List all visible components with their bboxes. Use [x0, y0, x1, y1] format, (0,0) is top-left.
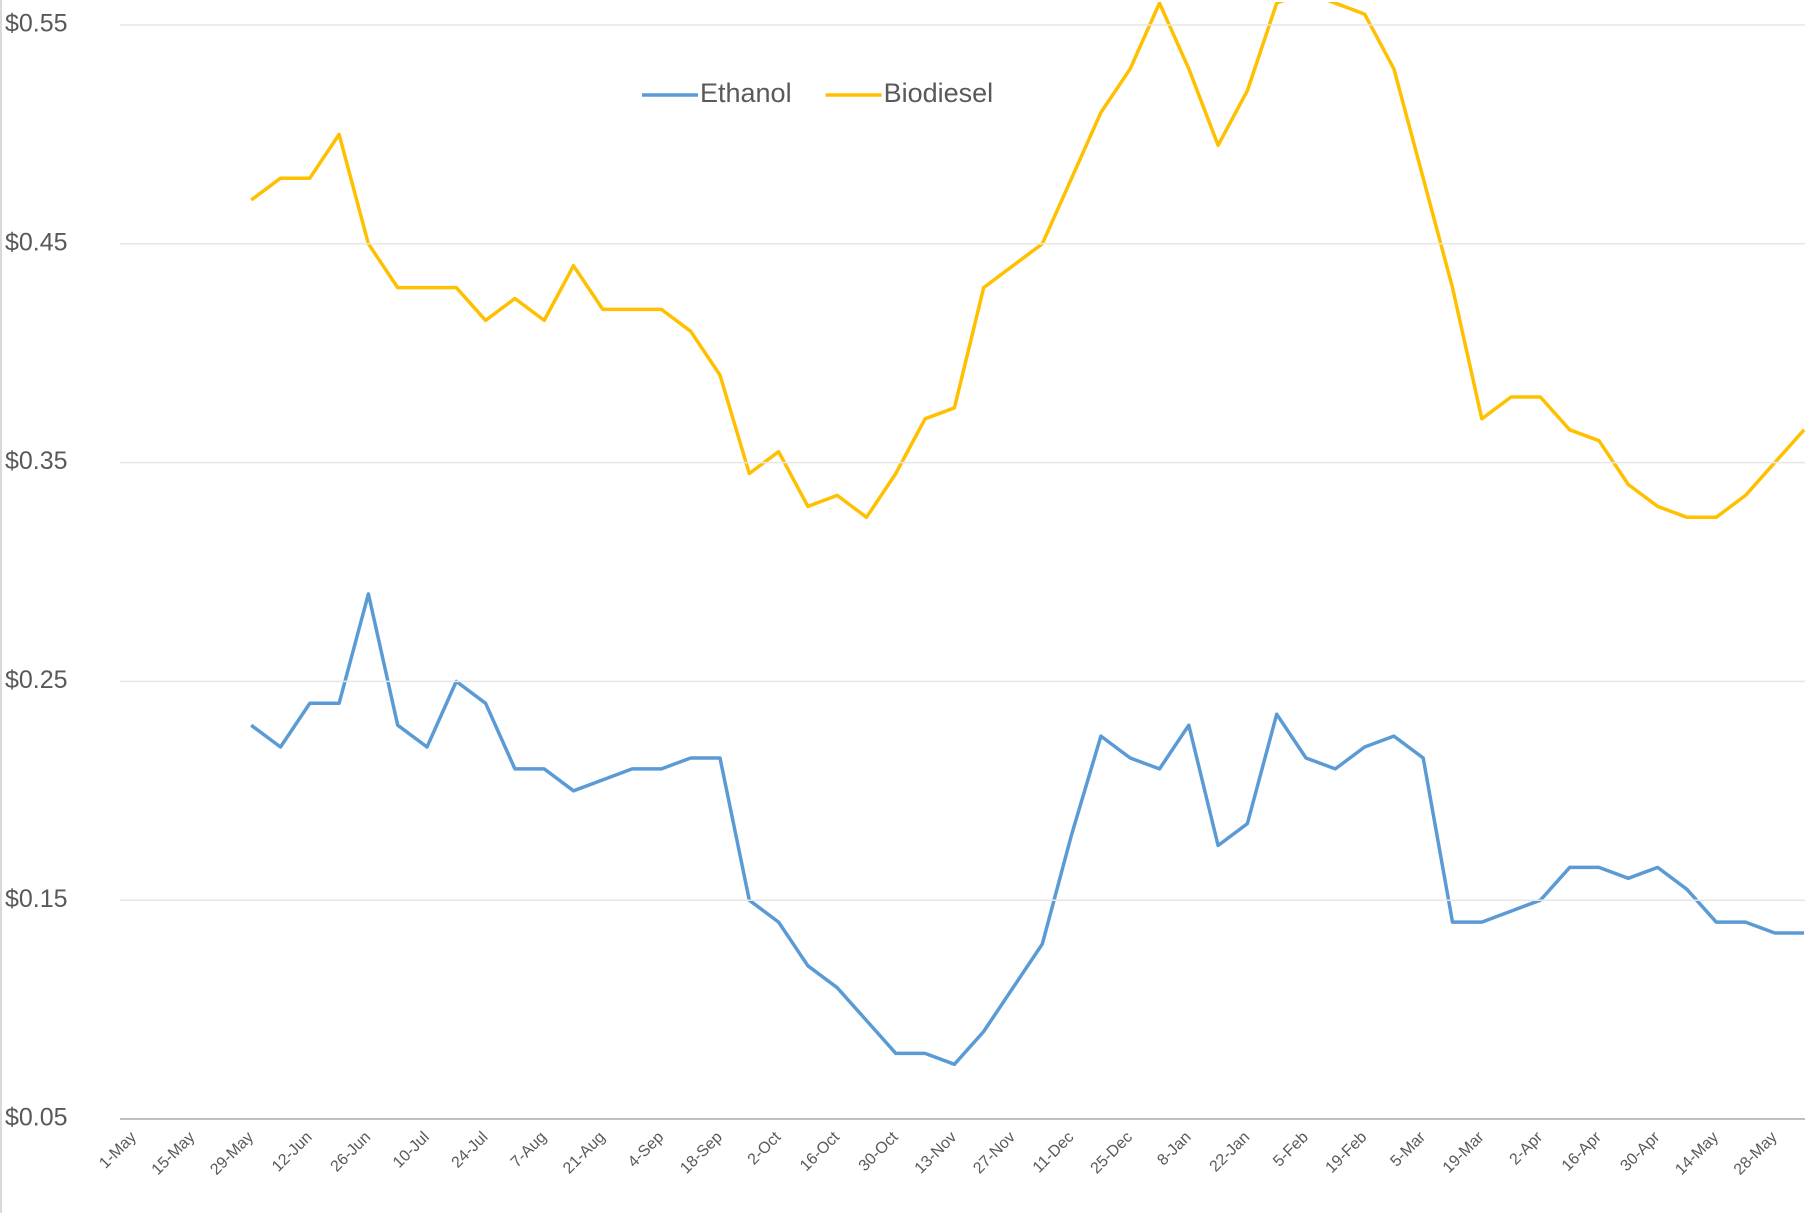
legend-label: Ethanol: [700, 78, 792, 108]
line-series: [250, 592, 1805, 1067]
x-tick-label: 18-Sep: [677, 1129, 726, 1178]
y-tick-label: $0.45: [5, 228, 68, 256]
x-tick-label: 2-Oct: [745, 1128, 785, 1168]
x-tick-label: 2-Apr: [1507, 1128, 1547, 1168]
x-tick-label: 26-Jun: [328, 1129, 375, 1176]
y-tick-label: $0.25: [5, 666, 68, 694]
x-tick-label: 19-Feb: [1323, 1129, 1371, 1177]
x-tick-label: 21-Aug: [560, 1129, 609, 1178]
x-tick-label: 13-Nov: [912, 1129, 961, 1178]
x-tick-label: 24-Jul: [449, 1129, 492, 1172]
x-tick-label: 14-May: [1672, 1129, 1722, 1179]
legend-label: Biodiesel: [884, 78, 994, 108]
x-tick-label: 16-Oct: [797, 1128, 843, 1174]
x-tick-label: 1-May: [96, 1129, 139, 1172]
x-tick-label: 4-Sep: [625, 1129, 667, 1171]
x-tick-label: 8-Jan: [1154, 1129, 1194, 1169]
x-tick-label: 7-Aug: [508, 1129, 550, 1171]
x-tick-label: 16-Apr: [1559, 1128, 1605, 1174]
x-tick-label: 30-Apr: [1617, 1128, 1663, 1174]
x-tick-label: 15-May: [149, 1129, 199, 1179]
x-tick-label: 5-Feb: [1270, 1129, 1312, 1171]
x-tick-label: 25-Dec: [1088, 1129, 1137, 1178]
x-tick-label: 19-Mar: [1440, 1128, 1488, 1176]
x-tick-label: 29-May: [207, 1129, 257, 1179]
y-tick-label: $0.15: [5, 885, 68, 913]
line-series: [250, 2, 1806, 520]
plot-area: [250, 2, 1806, 1067]
x-tick-label: 12-Jun: [269, 1129, 316, 1176]
y-tick-label: $0.35: [5, 447, 68, 475]
y-tick-label: $0.05: [5, 1104, 68, 1132]
x-tick-label: 27-Nov: [970, 1129, 1019, 1178]
y-tick-label: $0.55: [5, 10, 68, 38]
x-tick-label: 30-Oct: [856, 1128, 902, 1174]
x-tick-label: 28-May: [1731, 1129, 1781, 1179]
x-tick-label: 22-Jan: [1207, 1129, 1254, 1176]
x-tick-label: 10-Jul: [390, 1129, 433, 1172]
x-tick-label: 5-Mar: [1387, 1128, 1429, 1170]
x-tick-label: 11-Dec: [1030, 1129, 1078, 1177]
